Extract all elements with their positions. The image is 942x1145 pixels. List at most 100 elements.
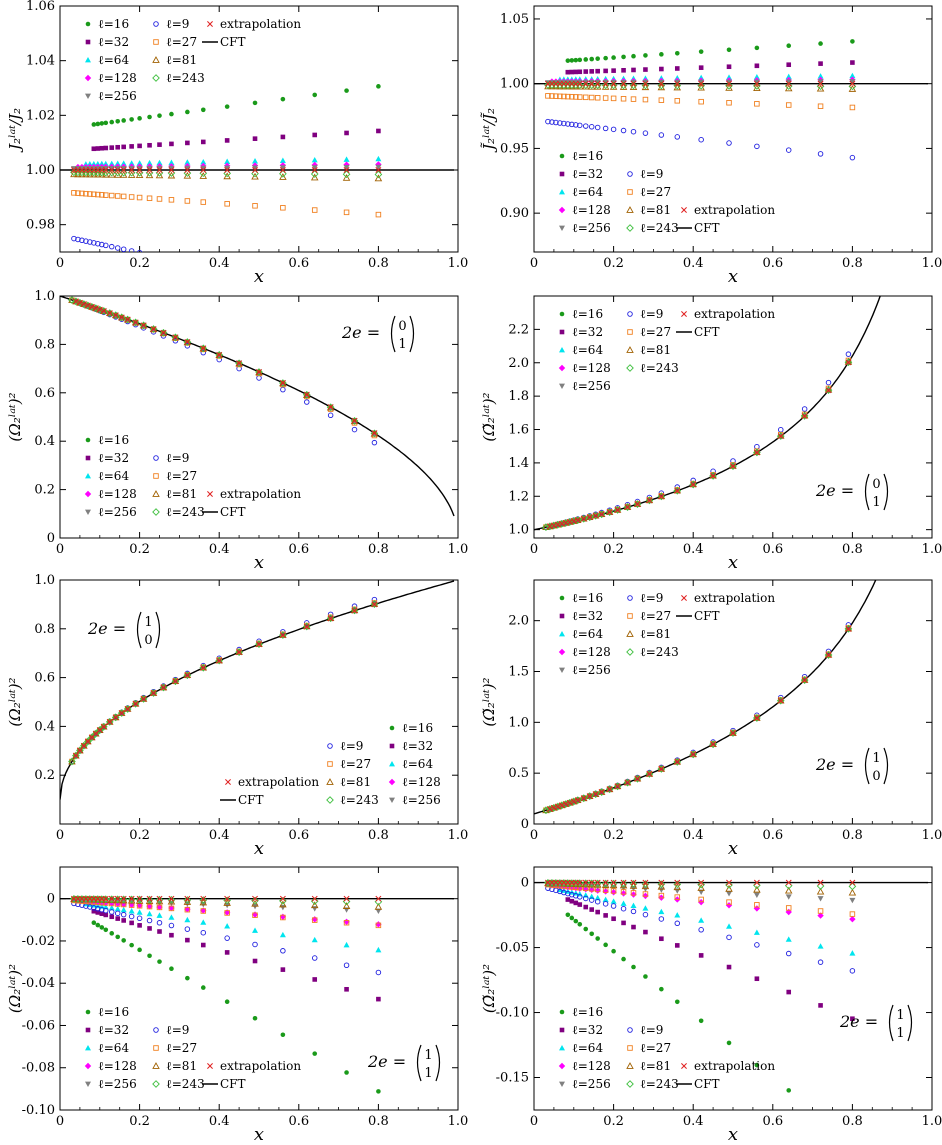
marker-extrap xyxy=(92,305,99,312)
legend-label-l256: ℓ=256 xyxy=(572,379,611,393)
marker-l256 xyxy=(375,164,382,171)
marker-extrap-b xyxy=(570,518,577,525)
marker-extrap xyxy=(674,80,681,87)
marker-extrap xyxy=(574,517,581,524)
marker-l81 xyxy=(673,757,682,765)
marker-extrap-b xyxy=(84,302,91,309)
legend-label-l27: ℓ=27 xyxy=(166,1041,197,1055)
marker-l81 xyxy=(167,171,176,179)
legend-marker-l64 xyxy=(559,1045,565,1051)
legend-label-l243: ℓ=243 xyxy=(640,221,679,235)
marker-l243 xyxy=(753,82,761,90)
marker-extrap-b xyxy=(562,801,569,808)
marker-l256 xyxy=(849,79,856,85)
marker-l32 xyxy=(280,134,286,140)
marker-l243 xyxy=(302,390,311,399)
marker-l81 xyxy=(68,757,76,765)
marker-l32 xyxy=(99,145,105,151)
marker-l32 xyxy=(157,929,162,934)
y-axis-label: (Ω₂ˡᵃᵗ)² xyxy=(6,677,24,726)
marker-l243 xyxy=(709,740,717,749)
legend-label-cft: CFT xyxy=(220,35,246,49)
marker-l32 xyxy=(595,68,600,74)
marker-l9 xyxy=(185,261,190,266)
marker-extrap-b xyxy=(279,379,286,386)
x-axis-label: x xyxy=(254,266,264,287)
marker-l27 xyxy=(620,889,627,895)
marker-l243 xyxy=(139,321,148,330)
legend-label-cft: CFT xyxy=(694,221,720,235)
legend-marker-extrap xyxy=(207,1063,213,1069)
marker-l128 xyxy=(785,908,792,916)
legend-label-l81: ℓ=81 xyxy=(166,487,197,501)
marker-extrap xyxy=(160,684,167,691)
legend-label-l256: ℓ=256 xyxy=(572,1077,611,1091)
marker-extrap xyxy=(630,879,637,886)
marker-l243 xyxy=(776,696,785,705)
marker-extrap xyxy=(658,879,665,886)
marker-extrap-b xyxy=(200,664,207,671)
marker-l27 xyxy=(642,891,649,897)
annotation-lhs: 2e = xyxy=(341,323,380,342)
marker-l256 xyxy=(642,886,649,893)
marker-l9 xyxy=(99,906,105,913)
x-tick-label: 0.8 xyxy=(368,1114,389,1129)
marker-l16 xyxy=(224,104,230,109)
marker-l16 xyxy=(280,1032,286,1038)
marker-l243 xyxy=(546,805,554,813)
marker-l243 xyxy=(159,683,168,692)
legend-label-l81: ℓ=81 xyxy=(640,1059,671,1073)
marker-extrap xyxy=(72,752,79,759)
legend-marker-l27 xyxy=(627,1045,633,1051)
marker-l16 xyxy=(103,120,109,126)
marker-extrap xyxy=(88,303,95,310)
y-axis-label: (Ω₂ˡᵃᵗ)² xyxy=(6,392,24,441)
legend-label-l81: ℓ=81 xyxy=(166,53,197,67)
legend-label-l128: ℓ=128 xyxy=(572,203,611,217)
y-tick-label: 0 xyxy=(521,876,529,891)
marker-extrap xyxy=(375,895,382,902)
marker-l243 xyxy=(370,600,379,609)
marker-extrap xyxy=(76,299,83,306)
legend-label-l128: ℓ=128 xyxy=(572,1059,611,1073)
marker-extrap-b xyxy=(726,879,732,886)
marker-extrap-b xyxy=(136,895,143,902)
marker-l243 xyxy=(824,386,833,394)
annotation-paren-left xyxy=(416,1044,422,1082)
y-axis-label: (Ω₂ˡᵃᵗ)² xyxy=(6,964,24,1013)
marker-extrap xyxy=(114,895,121,902)
marker-l256 xyxy=(120,165,127,172)
marker-l27 xyxy=(573,94,579,100)
marker-l32 xyxy=(103,145,109,151)
marker-extrap xyxy=(124,316,131,323)
x-tick-label: 1.0 xyxy=(448,542,469,557)
marker-l243 xyxy=(279,897,287,905)
marker-extrap-b xyxy=(624,779,631,786)
marker-l16 xyxy=(224,999,230,1005)
legend-label-l243: ℓ=243 xyxy=(166,1077,205,1091)
marker-l16 xyxy=(786,43,792,49)
marker-l9 xyxy=(87,904,93,910)
marker-extrap xyxy=(576,80,583,87)
marker-l81 xyxy=(824,650,833,658)
marker-extrap xyxy=(580,795,587,802)
marker-l243 xyxy=(223,896,231,905)
marker-l64 xyxy=(90,160,97,167)
marker-l256 xyxy=(817,896,824,902)
legend-marker-l32 xyxy=(85,39,91,45)
marker-l32 xyxy=(698,65,704,70)
marker-extrap xyxy=(343,895,350,902)
legend-marker-l81 xyxy=(626,630,634,637)
marker-extrap xyxy=(620,80,627,87)
x-tick-label: 0.4 xyxy=(683,542,704,557)
annotation-bottom: 1 xyxy=(424,1066,432,1081)
marker-l32 xyxy=(603,913,608,918)
legend-label-extrap: extrapolation xyxy=(220,1059,301,1073)
marker-l16 xyxy=(643,974,648,979)
x-tick-label: 0.6 xyxy=(762,828,783,843)
marker-l9 xyxy=(602,125,609,132)
annotation-bottom: 0 xyxy=(872,769,880,784)
legend-marker-l9 xyxy=(627,311,633,317)
marker-l243 xyxy=(605,508,614,516)
marker-l32 xyxy=(674,943,680,948)
